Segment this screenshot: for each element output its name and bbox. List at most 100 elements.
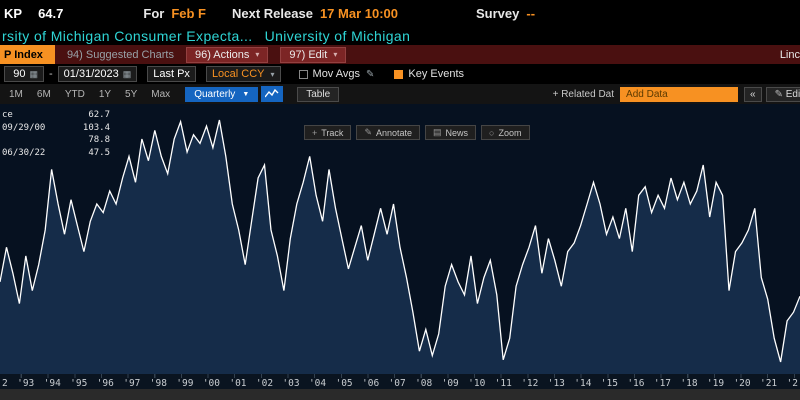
x-tick-label: '05 xyxy=(335,378,353,389)
x-tick-label: '12 xyxy=(521,378,539,389)
for-label: For xyxy=(143,5,165,21)
last-price: 64.7 xyxy=(38,5,64,21)
x-tick-label: '11 xyxy=(494,378,512,389)
price-line xyxy=(0,119,800,363)
add-data-input[interactable]: Add Data xyxy=(620,86,739,102)
x-tick-label: '98 xyxy=(149,378,167,389)
x-tick-label: '04 xyxy=(308,378,327,389)
range-button-ytd[interactable]: YTD xyxy=(64,88,85,100)
date-range-separator: - xyxy=(49,68,53,80)
chart-area: ce 62.7 09/29/00 103.4 78.8 06/30/22 47.5 + Tra… xyxy=(0,104,800,374)
tab-gp-index[interactable]: P Index xyxy=(0,45,55,64)
x-axis: 2 '93 '94 '95 '96 '97 '98 '99 '00 '01 '02 '03 '04 '05… xyxy=(0,374,800,389)
x-tick-label: '17 xyxy=(653,378,672,389)
chart-toolbar-row: 1M 6M YTD 1Y 5Y Max Quarterly Table + Related… xyxy=(0,84,800,104)
edit-chart-button[interactable]: Edit xyxy=(765,86,800,102)
date-from-input[interactable]: 90 xyxy=(4,66,44,82)
collapse-panel-button[interactable]: « xyxy=(744,86,762,102)
range-button-6m[interactable]: 6M xyxy=(36,88,51,100)
x-tick-label: '21 xyxy=(759,378,778,389)
track-tool-button[interactable]: + Track xyxy=(304,125,352,140)
x-tick-label: '09 xyxy=(441,378,459,389)
x-tick-label: '93 xyxy=(17,378,35,389)
range-buttons: 1M 6M YTD 1Y 5Y Max xyxy=(2,87,177,102)
chart-settings-row: 90 - 01/31/2023 Last Px Local CCY Mov Av… xyxy=(0,64,800,84)
survey-value: -- xyxy=(526,5,536,21)
x-tick-label: '16 xyxy=(627,378,645,389)
checkbox-checked-icon xyxy=(394,69,404,79)
frequency-dropdown[interactable]: Quarterly xyxy=(185,86,259,102)
x-tick-label: '00 xyxy=(202,378,220,389)
tool-label: Zoom xyxy=(498,127,522,138)
price-chart[interactable] xyxy=(0,104,800,374)
key-events-checkbox[interactable]: Key Events xyxy=(394,68,464,80)
x-tick-label: '2 xyxy=(786,378,798,389)
news-tool-button[interactable]: ▤ News xyxy=(425,125,477,140)
x-tick-label: '97 xyxy=(123,378,141,389)
range-button-1m[interactable]: 1M xyxy=(9,88,23,100)
tool-label: News xyxy=(445,127,469,138)
zoom-icon: ○ xyxy=(489,127,495,138)
range-button-1y[interactable]: 1Y xyxy=(98,88,112,100)
next-release-label: Next Release xyxy=(232,5,313,21)
line-chart-label: Linc xyxy=(779,48,800,61)
x-tick-label: '01 xyxy=(229,378,247,389)
tool-label: Track xyxy=(321,127,344,138)
chart-type-icon[interactable] xyxy=(261,86,284,102)
suggested-charts-item[interactable]: 94) Suggested Charts xyxy=(66,48,174,61)
x-tick-label: '95 xyxy=(70,378,88,389)
for-value: Feb F xyxy=(171,5,206,21)
annotate-icon: ✎ xyxy=(364,127,372,137)
mov-avgs-label: Mov Avgs xyxy=(312,68,361,80)
table-button[interactable]: Table xyxy=(297,86,340,102)
chart-tools-bar: + Track ✎ Annotate ▤ News ○ Zoom xyxy=(304,125,530,140)
mov-avgs-checkbox[interactable]: Mov Avgs xyxy=(298,68,375,80)
x-tick-label: '14 xyxy=(574,378,592,389)
x-tick-label: '96 xyxy=(96,378,114,389)
security-name-row: rsity of Michigan Consumer Expecta... Un… xyxy=(0,26,800,45)
x-tick-label: '15 xyxy=(600,378,618,389)
x-tick-label: '18 xyxy=(680,378,698,389)
related-data-label: + Related Dat xyxy=(552,88,615,100)
x-axis-labels: 2 '93 '94 '95 '96 '97 '98 '99 '00 '01 '02 '03 '04 '05… xyxy=(0,374,800,389)
legend-row: 06/30/22 47.5 xyxy=(2,147,110,158)
x-tick-label: '08 xyxy=(415,378,433,389)
legend-row: 09/29/00 103.4 xyxy=(2,122,110,133)
checkbox-unchecked-icon xyxy=(298,69,308,79)
legend-row: ce 62.7 xyxy=(2,110,110,120)
actions-menu-button[interactable]: 96) Actions xyxy=(185,46,269,63)
price-field-dropdown[interactable]: Last Px xyxy=(147,66,196,82)
x-tick-label: '13 xyxy=(547,378,565,389)
range-button-max[interactable]: Max xyxy=(151,88,171,100)
currency-dropdown[interactable]: Local CCY xyxy=(205,66,281,82)
edit-menu-button[interactable]: 97) Edit xyxy=(280,46,347,63)
x-tick-label: '99 xyxy=(176,378,194,389)
x-tick-label: '06 xyxy=(362,378,380,389)
annotate-tool-button[interactable]: ✎ Annotate xyxy=(356,125,421,140)
bottom-bar xyxy=(0,389,800,400)
legend-row: 78.8 xyxy=(88,135,110,145)
zoom-tool-button[interactable]: ○ Zoom xyxy=(481,125,530,140)
area-fill xyxy=(0,120,800,374)
security-name-right: University of Michigan xyxy=(264,27,411,44)
track-icon: + xyxy=(312,127,318,138)
news-icon: ▤ xyxy=(433,127,442,137)
x-tick-label: 2 xyxy=(2,378,8,389)
header-row: KP 64.7 For Feb F Next Release 17 Mar 10… xyxy=(0,0,800,26)
key-events-label: Key Events xyxy=(408,68,465,80)
x-tick-label: '94 xyxy=(43,378,61,389)
next-release-value: 17 Mar 10:00 xyxy=(319,5,399,21)
x-tick-label: '19 xyxy=(706,378,725,389)
x-tick-label: '10 xyxy=(468,378,486,389)
chart-legend: ce 62.7 09/29/00 103.4 78.8 06/30/22 47.5 xyxy=(2,109,110,159)
tool-label: Annotate xyxy=(375,127,413,138)
x-tick-label: '03 xyxy=(282,378,300,389)
x-tick-label: '07 xyxy=(388,378,406,389)
date-to-input[interactable]: 01/31/2023 xyxy=(57,66,138,82)
x-tick-label: '02 xyxy=(255,378,274,389)
range-button-5y[interactable]: 5Y xyxy=(125,88,138,100)
survey-label: Survey xyxy=(476,5,520,21)
function-menu-bar: P Index 94) Suggested Charts 96) Actions… xyxy=(0,45,800,64)
security-name-left: rsity of Michigan Consumer Expecta... xyxy=(2,27,253,44)
